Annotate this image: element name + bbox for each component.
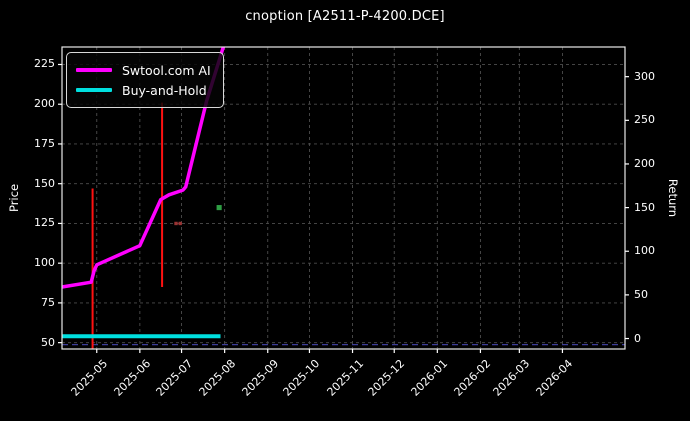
y-right-tick-label: 150 xyxy=(634,200,655,214)
legend-label: Buy-and-Hold xyxy=(122,82,207,98)
y-right-tick-label: 300 xyxy=(634,69,655,83)
legend: Swtool.com AI Buy-and-Hold xyxy=(66,52,224,108)
y-left-tick-label: 150 xyxy=(34,176,55,190)
legend-item-buy-and-hold: Buy-and-Hold xyxy=(76,80,211,100)
chart-title: cnoption [A2511-P-4200.DCE] xyxy=(245,9,445,24)
y-right-tick-label: 0 xyxy=(634,331,641,345)
y-left-tick-label: 100 xyxy=(34,256,55,270)
y-left-tick-label: 225 xyxy=(34,57,55,71)
y-left-tick-label: 125 xyxy=(34,216,55,230)
legend-label: Swtool.com AI xyxy=(122,62,211,78)
legend-line-swatch-cyan xyxy=(76,88,112,92)
y-left-tick-label: 75 xyxy=(41,295,55,309)
y-right-tick-label: 200 xyxy=(634,156,655,170)
y-right-tick-label: 50 xyxy=(634,287,648,301)
legend-item-swtool-ai: Swtool.com AI xyxy=(76,60,211,80)
y-right-tick-label: 250 xyxy=(634,113,655,127)
y-left-tick-label: 175 xyxy=(34,136,55,150)
legend-line-swatch-magenta xyxy=(76,68,112,72)
y-left-tick-label: 200 xyxy=(34,97,55,111)
y-right-tick-label: 100 xyxy=(634,244,655,258)
y-axis-label-return: Return xyxy=(666,178,680,218)
y-axis-label-price: Price xyxy=(7,183,21,213)
y-left-tick-label: 50 xyxy=(41,335,55,349)
